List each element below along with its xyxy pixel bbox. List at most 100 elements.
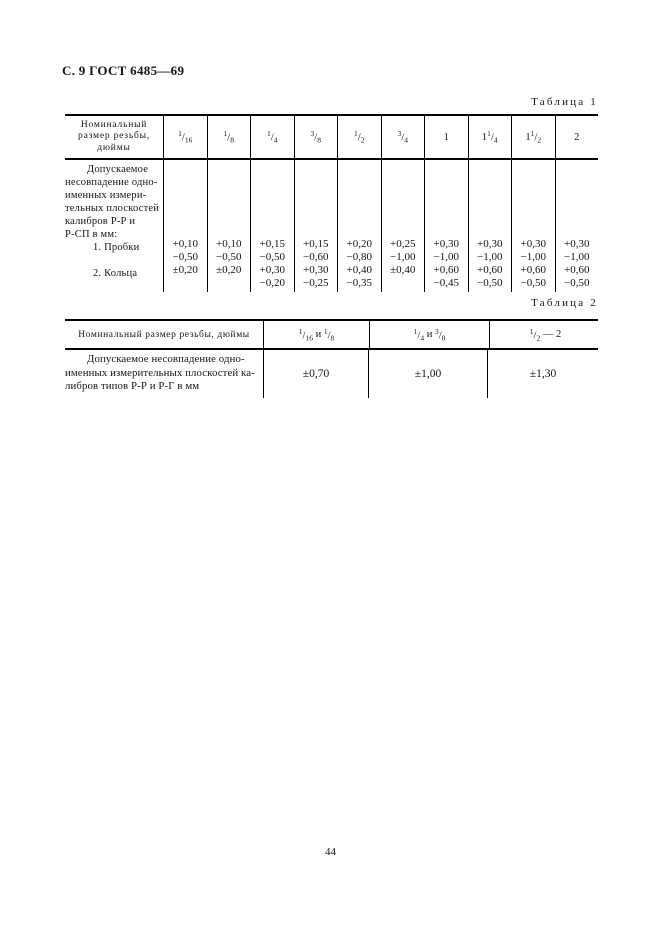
value-line: −0,25 [303, 277, 329, 289]
value-line: +0,15 [303, 238, 329, 250]
fraction: 3/4 [397, 129, 408, 145]
value-line: +0,40 [346, 264, 372, 276]
value-line: +0,30 [433, 238, 459, 250]
value-cell: +0,15 −0,60 +0,30 −0,25 [293, 160, 338, 292]
size-column-header: 1 [424, 116, 468, 158]
value-cell: ±1,30 [487, 350, 598, 398]
table1: Номинальный размер резьбы, дюймы 1/16 1/8 1/… [65, 114, 598, 292]
value-cell: +0,30 −1,00 +0,60 −0,45 [424, 160, 468, 292]
table2: Номинальный размер резьбы, дюймы 1/16 и … [65, 319, 598, 398]
size-label-line: размер резьбы, [78, 131, 150, 142]
size-column-header: 1/2 [337, 116, 381, 158]
value-line: +0,30 [564, 238, 590, 250]
value-line: +0,60 [477, 264, 503, 276]
fraction: 1/16 [178, 129, 193, 145]
value-line: −1,00 [433, 251, 459, 263]
row-label-line: 1. Пробки [93, 242, 140, 253]
fraction: 1/16 [298, 326, 313, 343]
value-line: −0,45 [433, 277, 459, 289]
value-cell: +0,30 −1,00 +0,60 −0,50 [467, 160, 512, 292]
value-cell: ±1,00 [368, 350, 487, 398]
value-line: −0,35 [346, 277, 372, 289]
value-line: −0,20 [259, 277, 285, 289]
value-cell: +0,10 −0,50 ±0,20 [163, 160, 207, 292]
table2-caption: Таблица 2 [531, 297, 598, 309]
size-column-header: 1/4 [250, 116, 294, 158]
value-cell: +0,20 −0,80 +0,40 −0,35 [337, 160, 381, 292]
size-column-header: 3/8 [293, 116, 338, 158]
value-line: ±0,20 [216, 264, 242, 276]
value-line [208, 277, 251, 290]
value-line: −0,50 [477, 277, 503, 289]
table2-row-label: Допускаемое несовпадение одно-именных из… [65, 350, 263, 398]
value-line: −1,00 [520, 251, 546, 263]
row-label-line: Допускаемое [87, 164, 149, 175]
value-line: −0,60 [303, 251, 329, 263]
table1-caption: Таблица 1 [531, 96, 598, 108]
value-line: −0,50 [259, 251, 285, 263]
value-line: +0,30 [477, 238, 503, 250]
value-line: +0,30 [259, 264, 285, 276]
fraction: 1/8 [323, 326, 335, 343]
table2-header-row: Номинальный размер резьбы, дюймы 1/16 и … [65, 321, 598, 350]
value-line: +0,20 [346, 238, 372, 250]
row-label-line: Р-СП в мм: [65, 229, 118, 240]
fraction: 1/4 [413, 326, 425, 343]
fraction: 1/4 [267, 129, 278, 145]
value-line: −0,50 [520, 277, 546, 289]
table2-body-row: Допускаемое несовпадение одно-именных из… [65, 350, 598, 398]
row-label-line: тельных плоскостей [65, 203, 160, 214]
size-label-line: дюймы [97, 142, 131, 153]
row-label-line: несовпадение одно- [65, 177, 158, 188]
value-line: ±1,30 [529, 368, 557, 380]
size-text: 1 [443, 131, 449, 143]
size-label-line: Номинальный [80, 119, 148, 130]
value-cell: +0,30 −1,00 +0,60 −0,50 [511, 160, 555, 292]
row-label-line: именных измери- [65, 190, 147, 201]
page-header-text: С. 9 ГОСТ 6485—69 [62, 63, 185, 78]
table1-header-row: Номинальный размер резьбы, дюймы 1/16 1/8 1/… [65, 116, 598, 160]
row-label-line: именных измерительных плоскостей ка- [65, 366, 255, 379]
size-column-header: 3/4 [380, 116, 425, 158]
value-line: −0,80 [346, 251, 372, 263]
table2-size-label: Номинальный размер резьбы, дюймы [78, 329, 250, 340]
size-column-header: 2 [554, 116, 599, 158]
value-line: ±1,00 [414, 368, 442, 380]
table1-size-label: Номинальный размер резьбы, дюймы [65, 116, 163, 158]
value-line: +0,10 [172, 238, 198, 250]
size-column-header: 1/8 [206, 116, 251, 158]
row-label-line [65, 254, 163, 267]
fraction: 1/2 [529, 326, 541, 343]
size-column-header: 1 1/4 [467, 116, 512, 158]
value-cell: +0,15 −0,50 +0,30 −0,20 [250, 160, 294, 292]
value-line: −1,00 [477, 251, 503, 263]
fraction: 3/8 [310, 129, 321, 145]
row-label-line: 2. Кольца [93, 268, 138, 279]
value-line: ±0,70 [302, 368, 330, 380]
table1-body-row: Допускаемое несовпадение одно-именных изм… [65, 160, 598, 292]
fraction: 3/8 [434, 326, 446, 343]
value-line: −1,00 [390, 251, 416, 263]
fraction: 1/2 [354, 129, 365, 145]
value-cell: +0,30 −1,00 +0,60 −0,50 [554, 160, 599, 292]
size-text: 1 [481, 131, 488, 143]
size-text: 1 [525, 131, 531, 143]
size-group-header: 1/2 — 2 [489, 321, 601, 348]
value-line: +0,30 [520, 238, 546, 250]
value-line: +0,15 [259, 238, 285, 250]
value-cell: +0,25 −1,00 ±0,40 [380, 160, 425, 292]
value-line: −1,00 [564, 251, 590, 263]
fraction: 1/8 [223, 129, 234, 145]
size-text: и [312, 329, 324, 340]
size-group-header: 1/4 и 3/8 [369, 321, 489, 348]
value-line: +0,30 [303, 264, 329, 276]
value-line: −0,50 [216, 251, 242, 263]
fraction: 1/2 [530, 129, 542, 145]
value-line [382, 277, 425, 290]
row-label-line: Допускаемое несовпадение одно- [87, 353, 245, 365]
value-line: ±0,40 [390, 264, 416, 276]
size-column-header: 1 1/2 [511, 116, 555, 158]
size-text: 2 [574, 131, 580, 143]
row-label-line: калибров Р-Р и [65, 216, 136, 227]
